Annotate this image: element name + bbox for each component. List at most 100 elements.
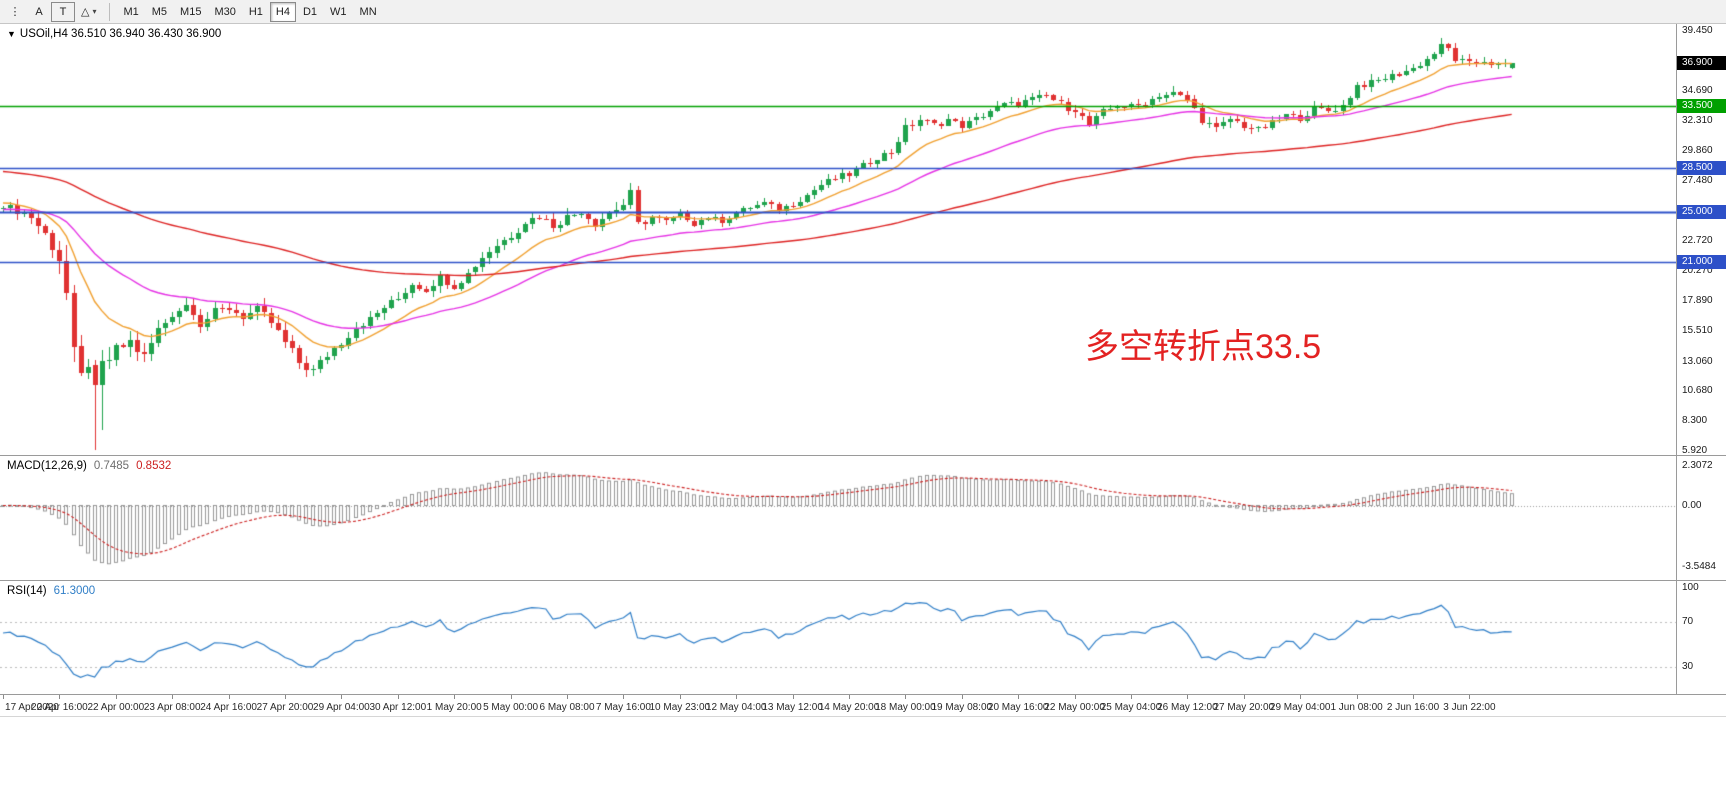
time-label: 24 Apr 16:00	[200, 702, 257, 713]
macd-signal-value: 0.8532	[136, 460, 172, 472]
time-tick	[962, 695, 963, 699]
time-tick	[285, 695, 286, 699]
price-tick-label: 20.270	[1682, 265, 1713, 277]
time-label: 1 Jun 08:00	[1330, 702, 1383, 713]
timeframe-m15-button[interactable]: M15	[180, 5, 202, 18]
time-tick	[1300, 695, 1301, 699]
price-tick-label: 5.920	[1682, 444, 1708, 456]
time-label: 23 Apr 08:00	[143, 702, 201, 713]
timeframe-m30-button[interactable]: M30	[214, 5, 236, 18]
price-tick-label: 34.690	[1682, 84, 1713, 96]
timeframe-h4-button[interactable]: H4	[269, 1, 296, 22]
rsi-axis[interactable]: 100 70 30	[1676, 581, 1726, 694]
hline-price-box: 33.500	[1677, 98, 1726, 113]
macd-tick-label: 2.3072	[1682, 459, 1713, 471]
time-label: 5 May 00:00	[483, 702, 539, 713]
time-label: 6 May 08:00	[539, 702, 595, 713]
time-label: 25 May 04:00	[1100, 702, 1162, 713]
time-tick	[229, 695, 230, 699]
timeframe-h1-button[interactable]: H1	[248, 5, 263, 18]
rsi-header: RSI(14) 61.3000	[7, 585, 95, 597]
time-label: 18 May 00:00	[875, 702, 936, 713]
price-tick-label: 10.680	[1682, 385, 1713, 397]
rsi-chart-canvas[interactable]	[0, 581, 1676, 694]
text-tool-button[interactable]: T	[51, 1, 75, 22]
macd-tick-label: -3.5484	[1682, 560, 1716, 572]
price-tick-label: 13.060	[1682, 355, 1713, 367]
timeframe-d1-button[interactable]: D1	[302, 5, 318, 18]
font-tool-button[interactable]: A	[35, 5, 43, 18]
time-label: 17 Apr 2020	[5, 702, 59, 713]
time-tick	[59, 695, 60, 699]
time-label: 1 May 20:00	[426, 702, 482, 713]
time-label: 27 Apr 20:00	[256, 702, 314, 713]
time-tick	[849, 695, 850, 699]
time-axis[interactable]: 17 Apr 2020 20 Apr 16:00 22 Apr 00:00 23 Ap…	[0, 695, 1726, 717]
hline-price-box: 25.000	[1677, 205, 1726, 220]
macd-chart-canvas[interactable]	[0, 456, 1676, 580]
time-tick	[116, 695, 117, 699]
time-label: 10 May 23:00	[649, 702, 711, 713]
toolbar-grip-icon[interactable]: ⋮	[9, 6, 21, 18]
price-tick-label: 17.890	[1682, 295, 1713, 307]
price-tick-label: 8.300	[1682, 415, 1708, 427]
time-tick	[1018, 695, 1019, 699]
toolbar: ⋮ A T △ ▾ M1 M5 M15 M30 H1 H4 D1 W1 MN	[0, 0, 1726, 24]
shapes-tool-icon[interactable]: △ ▾	[81, 6, 97, 18]
price-chart-canvas[interactable]	[0, 24, 1676, 455]
time-label: 26 May 12:00	[1157, 702, 1218, 713]
price-axis[interactable]: 39.450 34.690 32.310 29.860 27.480 22.720 20.2…	[1676, 24, 1726, 455]
toolbar-separator	[109, 2, 111, 21]
time-tick	[511, 695, 512, 699]
time-tick	[172, 695, 173, 699]
time-label: 13 May 12:00	[762, 702, 823, 713]
time-tick	[567, 695, 568, 699]
time-label: 19 May 08:00	[931, 702, 993, 713]
timeframe-mn-button[interactable]: MN	[359, 5, 377, 18]
bottom-spacer	[0, 717, 1726, 794]
macd-axis[interactable]: 2.3072 0.00 -3.5484	[1676, 456, 1726, 580]
price-tick-label: 15.510	[1682, 324, 1713, 336]
time-label: 27 May 20:00	[1213, 702, 1275, 713]
time-tick	[1357, 695, 1358, 699]
time-tick	[1075, 695, 1076, 699]
price-tick-label: 27.480	[1682, 175, 1713, 187]
time-tick	[905, 695, 906, 699]
main-chart-panel: ▼ USOil,H4 36.510 36.940 36.430 36.900 多空…	[0, 24, 1726, 456]
time-label: 3 Jun 22:00	[1443, 702, 1496, 713]
chart-symbol-header: ▼ USOil,H4 36.510 36.940 36.430 36.900	[7, 28, 221, 40]
macd-main-value: 0.7485	[93, 460, 130, 472]
timeframe-m5-button[interactable]: M5	[151, 5, 168, 18]
price-tick-label: 32.310	[1682, 114, 1713, 126]
time-label: 30 Apr 12:00	[369, 702, 427, 713]
price-tick-label: 22.720	[1682, 234, 1713, 246]
time-tick	[1131, 695, 1132, 699]
price-tick-label: 39.450	[1682, 25, 1713, 37]
time-tick	[341, 695, 342, 699]
collapse-triangle-icon[interactable]: ▼	[7, 29, 16, 39]
rsi-tick-label: 70	[1682, 615, 1694, 627]
rsi-value: 61.3000	[53, 585, 96, 597]
macd-tick-label: 0.00	[1682, 499, 1702, 511]
macd-name: MACD(12,26,9)	[7, 460, 87, 472]
chart-annotation-text[interactable]: 多空转折点33.5	[1085, 328, 1322, 366]
time-label: 22 Apr 00:00	[87, 702, 145, 713]
rsi-panel: RSI(14) 61.3000 100 70 30	[0, 581, 1726, 695]
time-label: 20 May 16:00	[987, 702, 1049, 713]
time-tick	[398, 695, 399, 699]
rsi-name: RSI(14)	[7, 585, 47, 597]
timeframe-w1-button[interactable]: W1	[330, 5, 347, 18]
time-tick	[1187, 695, 1188, 699]
timeframe-m1-button[interactable]: M1	[123, 5, 139, 18]
time-label: 22 May 00:00	[1044, 702, 1105, 713]
time-tick	[1413, 695, 1414, 699]
time-label: 14 May 20:00	[818, 702, 880, 713]
time-tick	[623, 695, 624, 699]
time-label: 20 Apr 16:00	[31, 702, 88, 713]
time-tick	[1244, 695, 1245, 699]
rsi-tick-label: 30	[1682, 660, 1694, 672]
current-price-box: 36.900	[1677, 56, 1726, 71]
time-tick	[680, 695, 681, 699]
timeframe-group: M1 M5 M15 M30 H1 H4 D1 W1 MN	[117, 1, 382, 22]
rsi-tick-label: 100	[1682, 581, 1699, 593]
